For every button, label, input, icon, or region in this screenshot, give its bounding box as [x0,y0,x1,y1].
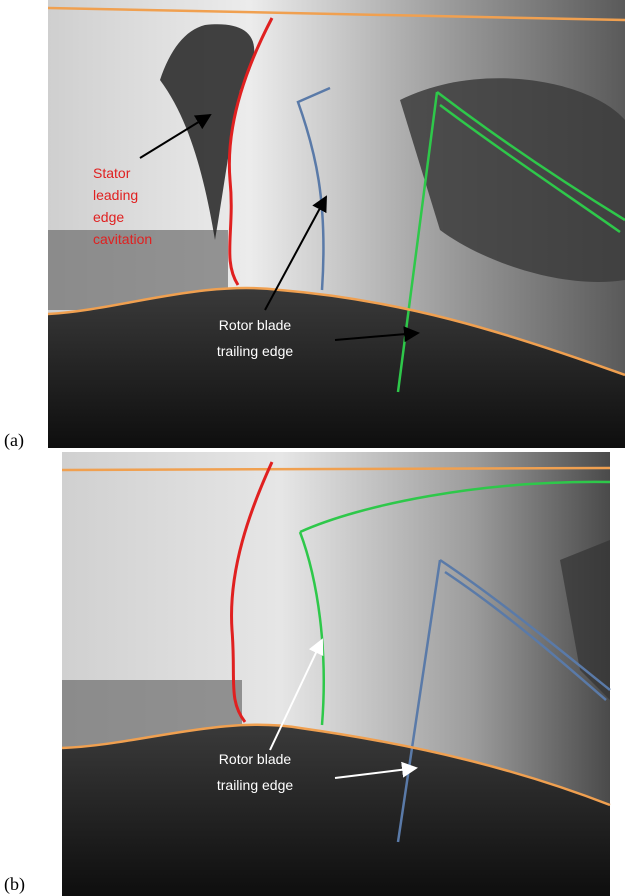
photo-b [62,452,610,896]
annotation-line: cavitation [93,231,152,247]
annotation-line: edge [93,209,124,225]
panel-label: (b) [4,874,25,895]
panel-label: (a) [4,430,24,451]
photo-a [48,0,625,448]
annotation-line: leading [93,187,138,203]
annotation-line: Stator [93,165,131,181]
figure: (a) Stator leading edge cavitation Rotor… [0,0,625,896]
annotation-line: Rotor blade [219,751,292,767]
annotation-line: Rotor blade [219,317,292,333]
annotation-line: trailing edge [217,777,293,793]
annotation-line: trailing edge [217,343,293,359]
